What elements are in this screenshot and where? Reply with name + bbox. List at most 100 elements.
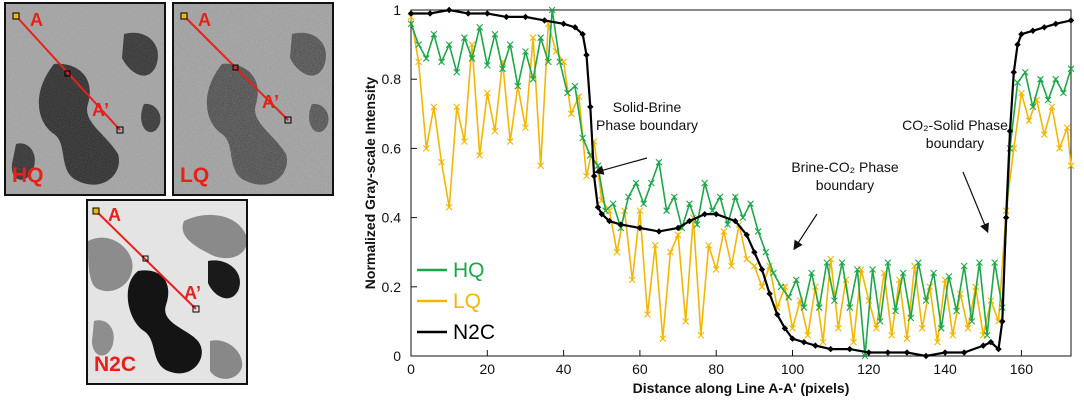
data-point bbox=[934, 338, 941, 346]
annotation-2: Brine-CO₂ Phase boundary bbox=[791, 159, 899, 251]
data-point bbox=[407, 20, 415, 28]
data-point bbox=[594, 204, 602, 211]
data-point bbox=[903, 349, 911, 356]
data-point bbox=[716, 193, 724, 201]
data-point bbox=[1056, 145, 1063, 152]
annotation-arrow bbox=[793, 213, 818, 251]
data-point bbox=[995, 318, 1002, 325]
data-point bbox=[751, 249, 758, 256]
data-point bbox=[697, 331, 705, 339]
data-point bbox=[808, 269, 815, 277]
data-point bbox=[999, 318, 1006, 325]
data-point bbox=[819, 338, 827, 346]
data-point bbox=[483, 89, 491, 97]
data-point bbox=[732, 217, 739, 225]
data-point bbox=[1025, 117, 1033, 125]
data-point bbox=[644, 311, 651, 318]
point-a-prime-marker bbox=[284, 116, 292, 124]
chart-axes: 0 20 40 60 80 100 120 140 160 0 0.2 0.4 0.6 0.8 1 bbox=[382, 2, 1072, 377]
lq-micrograph: A A’ bbox=[174, 4, 332, 194]
point-a-marker bbox=[92, 207, 100, 215]
data-point bbox=[953, 307, 960, 315]
data-point bbox=[445, 41, 453, 48]
data-point bbox=[686, 200, 693, 208]
data-point bbox=[422, 55, 430, 62]
data-point bbox=[937, 324, 945, 332]
data-point bbox=[655, 228, 663, 235]
data-point bbox=[1037, 75, 1044, 83]
data-point bbox=[834, 324, 842, 332]
data-point bbox=[506, 138, 514, 145]
data-point bbox=[853, 266, 861, 273]
data-point bbox=[468, 55, 476, 62]
point-a-label: A bbox=[108, 205, 121, 225]
data-point bbox=[1002, 214, 1010, 221]
data-point bbox=[1048, 103, 1056, 111]
data-point bbox=[445, 203, 453, 211]
data-point bbox=[724, 221, 732, 228]
data-point bbox=[892, 307, 899, 315]
x-tick-label: 0 bbox=[407, 361, 415, 377]
data-point bbox=[815, 304, 823, 311]
data-point bbox=[720, 228, 728, 235]
y-tick-label: 1 bbox=[393, 2, 401, 18]
data-point bbox=[980, 342, 987, 349]
data-point bbox=[1006, 127, 1014, 135]
data-point bbox=[430, 30, 438, 38]
annotation-3: CO₂-Solid Phase boundary bbox=[902, 117, 1008, 234]
data-point bbox=[991, 259, 999, 266]
data-point bbox=[1021, 68, 1029, 76]
data-point bbox=[785, 293, 793, 301]
data-point bbox=[1018, 31, 1025, 38]
x-tick-label: 100 bbox=[781, 361, 805, 377]
data-point bbox=[422, 145, 430, 152]
data-point bbox=[491, 30, 499, 38]
data-point bbox=[800, 338, 808, 346]
x-tick-label: 80 bbox=[708, 361, 724, 377]
annotation-text: CO₂-Solid Phase bbox=[902, 117, 1008, 133]
data-point bbox=[812, 342, 819, 349]
data-point bbox=[682, 318, 690, 325]
series-line-hq bbox=[410, 9, 1072, 357]
data-point bbox=[865, 349, 873, 356]
data-point bbox=[636, 224, 644, 232]
data-point bbox=[640, 200, 648, 208]
data-point bbox=[731, 193, 739, 201]
data-point bbox=[922, 352, 930, 360]
data-point bbox=[567, 110, 575, 118]
data-point bbox=[838, 259, 846, 266]
data-point bbox=[522, 13, 529, 21]
data-point bbox=[987, 338, 995, 346]
hq-micrograph-panel: A A’ HQ bbox=[4, 2, 166, 196]
data-point bbox=[949, 331, 957, 339]
data-point bbox=[674, 231, 682, 239]
data-point bbox=[754, 228, 762, 235]
x-tick-label: 40 bbox=[556, 361, 572, 377]
data-point bbox=[903, 335, 911, 343]
hq-micrograph: A A’ bbox=[6, 4, 164, 194]
midpoint-marker bbox=[142, 255, 149, 262]
data-point bbox=[884, 259, 892, 266]
y-axis-label: Normalized Gray-scale Intensity bbox=[362, 77, 378, 290]
data-point bbox=[1014, 41, 1021, 48]
data-point bbox=[922, 297, 930, 305]
x-tick-label: 20 bbox=[480, 361, 496, 377]
point-a-prime-label: A’ bbox=[92, 100, 109, 120]
data-point bbox=[583, 172, 590, 180]
data-point bbox=[739, 214, 747, 221]
data-point bbox=[426, 10, 434, 17]
data-point bbox=[453, 68, 461, 76]
data-point bbox=[976, 259, 983, 266]
data-point bbox=[491, 127, 499, 135]
data-point bbox=[407, 10, 415, 17]
data-point bbox=[850, 338, 857, 346]
point-a-label: A bbox=[198, 10, 211, 30]
data-point bbox=[888, 331, 896, 339]
data-point bbox=[461, 34, 468, 42]
data-point bbox=[613, 248, 621, 256]
data-point bbox=[484, 10, 491, 17]
data-point bbox=[941, 349, 949, 356]
annotation-arrow bbox=[962, 171, 989, 234]
data-point bbox=[476, 23, 484, 31]
data-point bbox=[571, 82, 579, 90]
